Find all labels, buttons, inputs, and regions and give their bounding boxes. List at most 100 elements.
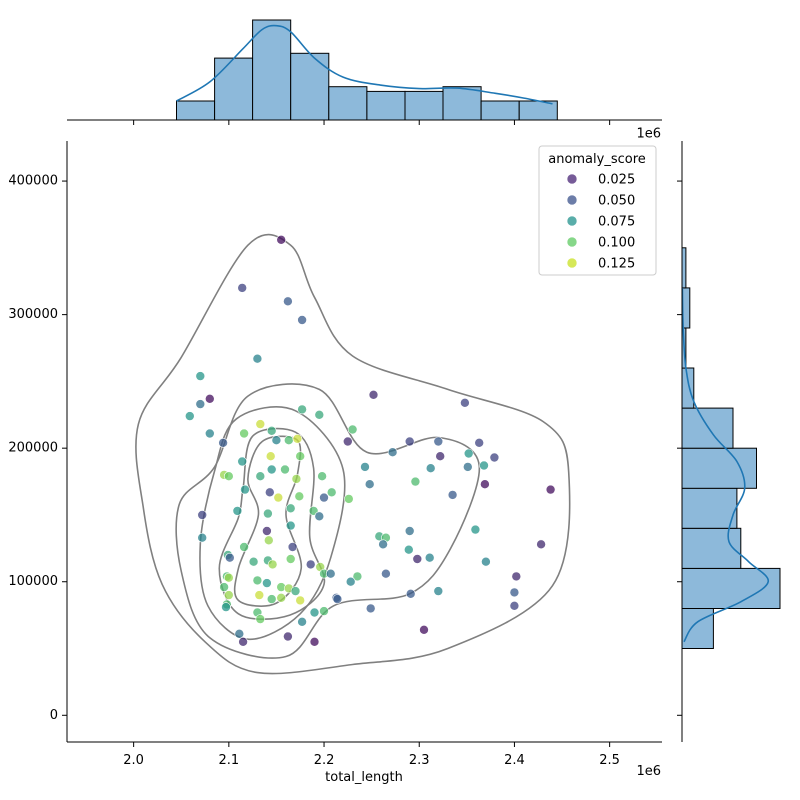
scatter-point — [219, 582, 229, 592]
kde-contour-level-1 — [135, 233, 571, 675]
y-histogram-bar — [681, 367, 695, 409]
scatter-point — [425, 463, 436, 474]
scatter-point — [224, 471, 234, 482]
scatter-point — [262, 578, 272, 588]
scatter-point — [297, 616, 307, 627]
scatter-point — [276, 592, 287, 603]
scatter-point — [252, 353, 263, 364]
scatter-point — [205, 428, 215, 439]
x-tick-label: 2.1 — [218, 753, 239, 768]
scatter-point — [221, 602, 231, 612]
x-kde-curve — [176, 24, 553, 105]
y-histogram-bar — [681, 527, 742, 569]
legend-marker — [566, 236, 578, 248]
kde-contours — [135, 233, 571, 675]
scatter-point — [267, 559, 278, 570]
scatter-point — [314, 511, 325, 522]
x-histogram-bar — [290, 52, 330, 121]
scatter-point — [447, 490, 458, 500]
x-histogram-bar — [442, 86, 482, 121]
scatter-point — [424, 552, 435, 563]
scatter-point — [474, 437, 485, 448]
x-tick-label: 2.0 — [123, 753, 144, 768]
scatter-point — [238, 636, 248, 647]
kde-contour-level-4 — [218, 427, 326, 621]
scatter-point — [254, 590, 265, 600]
scatter-point — [463, 448, 474, 459]
scatter-point — [317, 471, 327, 482]
scatter-point — [239, 542, 249, 552]
scatter-point — [305, 559, 316, 570]
x-axis-ticks: 2.0 2.1 2.2 2.3 2.4 2.5 — [123, 742, 620, 768]
scatter-point — [197, 532, 207, 543]
x-histogram-bar — [252, 19, 292, 121]
x-axis-title: total_length — [325, 770, 403, 785]
scatter-point — [326, 487, 337, 498]
x-scale-offset-label: 1e6 — [636, 764, 661, 779]
kde-contour-level-3 — [199, 406, 346, 641]
legend-label: 0.100 — [598, 236, 635, 251]
scatter-point — [345, 576, 356, 587]
y-histogram-bar — [681, 247, 687, 289]
scatter-point — [283, 435, 294, 446]
scatter-point — [185, 411, 195, 421]
y-marginal-histogram — [681, 247, 781, 650]
y-tick-label: 400000 — [8, 174, 58, 189]
scatter-point — [412, 554, 423, 564]
scatter-point — [314, 409, 325, 420]
scatter-point — [347, 424, 358, 435]
scatter-point — [460, 397, 470, 408]
x-marginal-histogram — [176, 19, 558, 121]
top-scale-offset-label: 1e6 — [636, 127, 661, 142]
scatter-point — [195, 371, 206, 381]
scatter-point — [276, 235, 287, 245]
scatter-point — [325, 568, 336, 579]
x-histogram-bar — [480, 100, 520, 121]
scatter-point — [285, 520, 296, 531]
scatter-points — [185, 235, 556, 647]
scatter-point — [536, 539, 546, 550]
scatter-point — [365, 603, 376, 614]
right-marginal-ticks — [677, 180, 682, 716]
scatter-point — [283, 631, 293, 642]
x-histogram-bar — [366, 90, 406, 121]
x-tick-label: 2.4 — [504, 753, 525, 768]
scatter-point — [319, 492, 329, 503]
scatter-point — [404, 526, 415, 536]
y-histogram-bar — [681, 407, 734, 449]
legend-marker — [566, 173, 578, 185]
y-tick-label: 0 — [50, 708, 58, 723]
legend-marker — [566, 257, 578, 269]
scatter-point — [266, 425, 277, 436]
legend-marker — [566, 215, 578, 227]
scatter-point — [290, 586, 301, 596]
scatter-point — [319, 606, 329, 616]
scatter-point — [360, 462, 370, 472]
scatter-point — [381, 568, 391, 579]
legend-label: 0.075 — [598, 215, 635, 230]
scatter-point — [225, 552, 235, 563]
scatter-point — [309, 636, 320, 647]
scatter-point — [480, 479, 490, 490]
scatter-point — [297, 404, 307, 415]
scatter-point — [433, 436, 444, 447]
scatter-point — [433, 586, 444, 596]
scatter-point — [404, 436, 415, 447]
scatter-point — [470, 524, 481, 535]
scatter-point — [287, 542, 298, 552]
scatter-point — [332, 594, 343, 604]
scatter-point — [403, 544, 414, 555]
scatter-point — [195, 399, 206, 409]
x-tick-label: 2.2 — [314, 753, 335, 768]
scatter-point — [255, 471, 266, 482]
scatter-point — [343, 494, 354, 504]
scatter-point — [232, 506, 243, 516]
top-marginal-ticks — [133, 120, 611, 125]
scatter-point — [224, 590, 234, 600]
scatter-point — [462, 462, 473, 472]
scatter-point — [294, 491, 305, 502]
scatter-point — [255, 419, 266, 429]
scatter-point — [509, 587, 520, 598]
scatter-point — [237, 283, 247, 293]
scatter-point — [545, 484, 556, 495]
